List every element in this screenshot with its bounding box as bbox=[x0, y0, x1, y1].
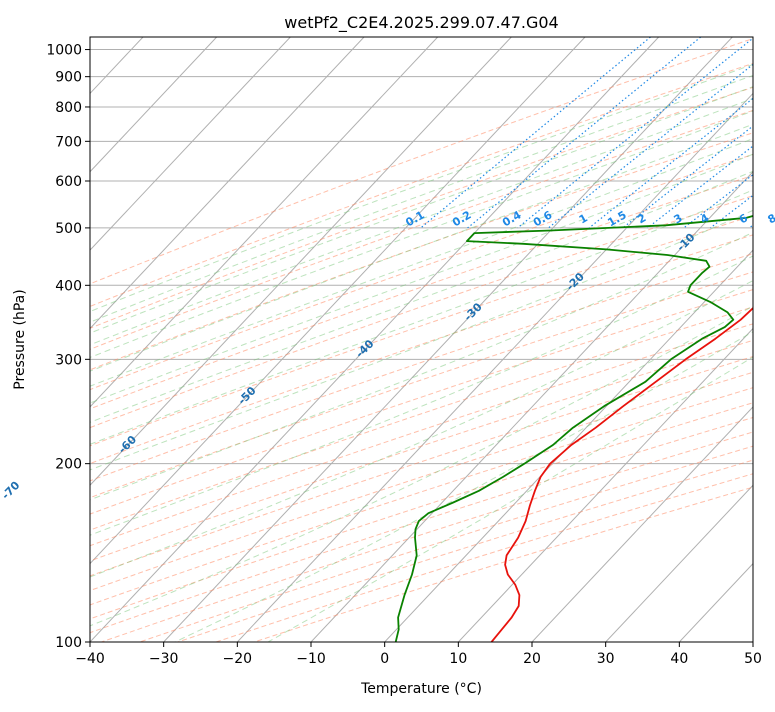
y-tick-label: 700 bbox=[55, 134, 82, 150]
x-tick-label: 0 bbox=[380, 651, 389, 667]
x-tick-label: 50 bbox=[744, 651, 762, 667]
y-tick-label: 300 bbox=[55, 352, 82, 368]
y-tick-label: 200 bbox=[55, 457, 82, 473]
y-tick-label: 800 bbox=[55, 100, 82, 116]
y-tick-label: 900 bbox=[55, 70, 82, 86]
y-tick-label: 400 bbox=[55, 278, 82, 294]
chart-title: wetPf2_C2E4.2025.299.07.47.G04 bbox=[284, 13, 558, 33]
x-tick-label: 40 bbox=[670, 651, 688, 667]
y-tick-label: 100 bbox=[55, 635, 82, 651]
x-axis-label: Temperature (°C) bbox=[360, 681, 482, 697]
x-tick-label: 20 bbox=[523, 651, 541, 667]
y-tick-label: 1000 bbox=[46, 43, 82, 59]
x-tick-label: 10 bbox=[449, 651, 467, 667]
x-tick-label: 30 bbox=[597, 651, 615, 667]
x-tick-label: −20 bbox=[223, 651, 253, 667]
y-axis-label: Pressure (hPa) bbox=[12, 289, 28, 389]
y-tick-label: 500 bbox=[55, 221, 82, 237]
x-tick-label: −30 bbox=[149, 651, 179, 667]
x-tick-label: −40 bbox=[75, 651, 105, 667]
x-tick-label: −10 bbox=[296, 651, 326, 667]
y-tick-label: 600 bbox=[55, 174, 82, 190]
